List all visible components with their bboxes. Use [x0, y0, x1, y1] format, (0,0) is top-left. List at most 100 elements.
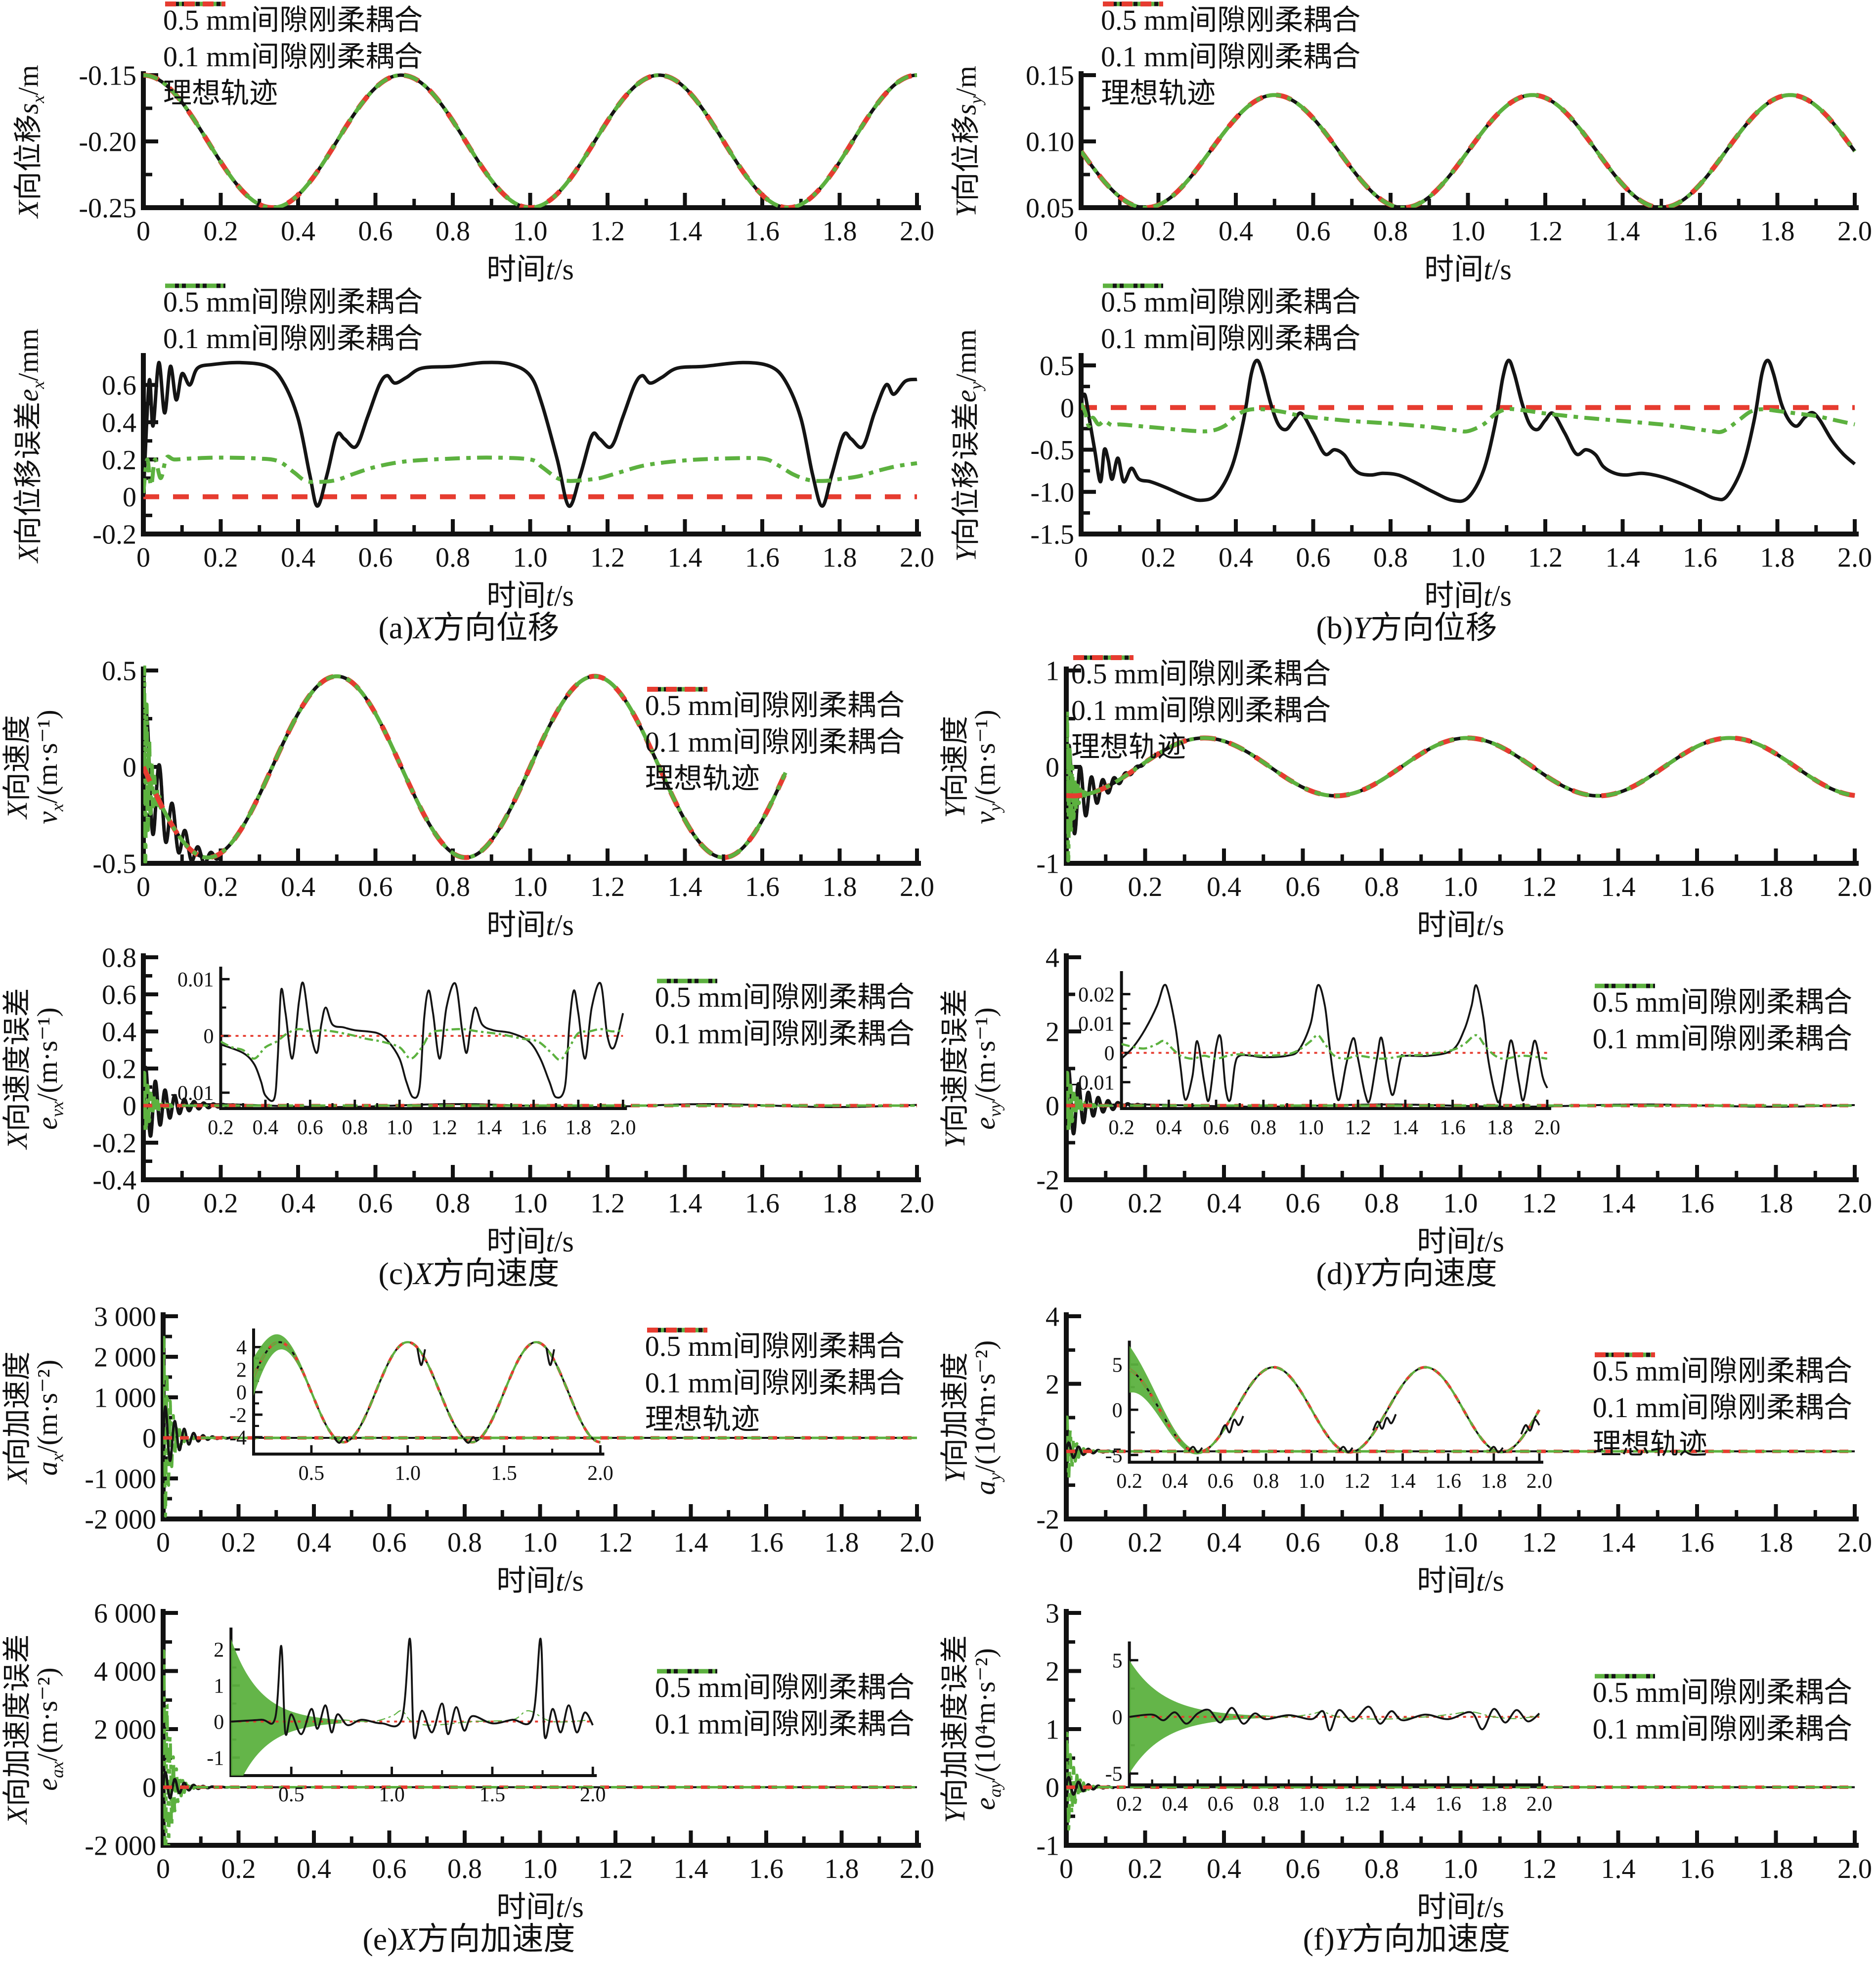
x-tick-label: 0.4 [281, 872, 315, 902]
chart-c1: 0 0.2 0.4 0.6 0.8 1.0 1.2 1.4 1.6 1.8 2.0 0.5 0 -0.5 X… [0, 651, 934, 941]
x-tick-label: 1.4 [1390, 1793, 1416, 1816]
y-axis-var: X [0, 1466, 33, 1484]
series-line-s01 [1066, 709, 1088, 863]
legend-label: 0.1 mm间隙刚柔耦合 [1592, 1023, 1852, 1055]
x-tick-label: 1.2 [1345, 1116, 1371, 1139]
panel-group-b: 0 0.2 0.4 0.6 0.8 1.0 1.2 1.4 1.6 1.8 2.0 0.15 0.10 0… [938, 0, 1876, 651]
x-tick-label: 0.4 [297, 1854, 331, 1884]
x-tick-label: 0 [136, 216, 150, 247]
x-axis-text: 时间 [486, 909, 546, 941]
y-axis-subscript: ay [985, 1781, 1005, 1798]
legend-d2: 0.5 mm间隙刚柔耦合 0.1 mm间隙刚柔耦合 [1593, 982, 1852, 1055]
y-tick-label: -1 000 [85, 1464, 156, 1495]
x-tick-label: 1.6 [749, 1527, 784, 1558]
panel-group-e: 0 0.2 0.4 0.6 0.8 1.0 1.2 1.4 1.6 1.8 2.0 3 000 2 00… [0, 1296, 938, 1962]
x-axis-label: 时间t/s [1424, 572, 1512, 615]
y-axis-label: X向速度误差 evx/(m·s⁻¹) [1, 988, 67, 1149]
y-axis-text: 向位移误差 [950, 402, 982, 546]
chart-a2: 0 0.2 0.4 0.6 0.8 1.0 1.2 1.4 1.6 1.8 2.0 0.6 0.4 0.2… [0, 282, 934, 612]
x-tick-label: 2.0 [1837, 216, 1872, 247]
y-axis-var: X [0, 801, 33, 819]
chart-b2-canvas: 0 0.2 0.4 0.6 0.8 1.0 1.2 1.4 1.6 1.8 2.0 0.5 0 -0.5 -… [1030, 351, 1872, 573]
y-tick-label: 1 [1046, 1715, 1059, 1745]
caption-text: 方向加速度 [1352, 1921, 1511, 1957]
legend-f1: 0.5 mm间隙刚柔耦合 0.1 mm间隙刚柔耦合 理想轨迹 [1593, 1351, 1852, 1460]
chart-a1: 0 0.2 0.4 0.6 0.8 1.0 1.2 1.4 1.6 1.8 2.0 -0.15 -0.2… [0, 0, 934, 286]
x-axis-symbol: t [556, 1564, 564, 1597]
y-tick-label: 0.5 [102, 656, 136, 687]
y-axis-var: X [12, 545, 44, 563]
legend-item: 0.5 mm间隙刚柔耦合 [1593, 1672, 1852, 1708]
y-axis-unit: /(m·s⁻²) [31, 1667, 63, 1762]
y-tick-label: 4 [236, 1337, 247, 1359]
y-axis-text: 向位移 [950, 115, 982, 201]
x-tick-label: 1.8 [1759, 1527, 1793, 1558]
y-tick-label: 0 [123, 1091, 136, 1122]
chart-b1-canvas: 0 0.2 0.4 0.6 0.8 1.0 1.2 1.4 1.6 1.8 2.0 0.15 0.10 0… [1026, 61, 1872, 247]
x-axis-label: 时间t/s [1417, 1557, 1504, 1600]
legend-label: 0.1 mm间隙刚柔耦合 [1101, 322, 1361, 355]
series-line-s01 [161, 674, 787, 860]
y-tick-label: -0.25 [79, 193, 136, 224]
legend-label: 0.1 mm间隙刚柔耦合 [1101, 41, 1361, 73]
x-tick-label: 2.0 [1837, 542, 1872, 573]
legend-item: 0.1 mm间隙刚柔耦合 [1071, 655, 1331, 726]
series-line-s05 [1372, 1414, 1397, 1431]
line-sample-0.1mm [1103, 1, 1163, 6]
x-tick-label: 0.5 [278, 1784, 305, 1806]
caption-axis-var: Y [1334, 1921, 1352, 1957]
caption-text: 方向速度 [1370, 1256, 1497, 1291]
y-tick-label: 0.4 [102, 1017, 136, 1048]
x-tick-label: 1.2 [431, 1116, 457, 1139]
x-tick-label: 0.8 [436, 1188, 470, 1219]
x-tick-label: 0.8 [1364, 1527, 1399, 1558]
x-tick-label: 0 [1074, 216, 1088, 247]
y-axis-var: Y [938, 1132, 971, 1149]
x-axis-text: 时间 [1417, 1891, 1477, 1923]
x-axis-symbol: t [1476, 1891, 1484, 1923]
x-tick-label: 1.0 [1443, 872, 1478, 902]
x-tick-label: 0.2 [1141, 216, 1176, 247]
x-tick-label: 1.4 [674, 1854, 708, 1884]
legend-label: 0.5 mm间隙刚柔耦合 [163, 4, 423, 36]
x-axis-label: 时间t/s [486, 245, 574, 288]
y-tick-label: 0 [1112, 1399, 1123, 1422]
x-tick-label: 1.6 [1680, 872, 1714, 902]
y-axis-text: 向速度 [0, 715, 33, 802]
y-axis-label: Y向速度误差 evy/(m·s⁻¹) [938, 989, 1004, 1149]
x-tick-label: 2.0 [610, 1116, 636, 1139]
x-tick-label: 1.0 [1299, 1470, 1325, 1493]
line-sample-0.1mm [1594, 983, 1655, 988]
legend-f2: 0.5 mm间隙刚柔耦合 0.1 mm间隙刚柔耦合 [1593, 1672, 1852, 1745]
x-axis-unit: /s [1484, 1891, 1504, 1923]
caption-index: (f) [1303, 1921, 1335, 1957]
y-axis-var: Y [938, 1467, 971, 1483]
x-tick-label: 1.0 [1443, 1188, 1478, 1219]
x-tick-label: 2.0 [1837, 1854, 1872, 1884]
x-tick-label: 1.8 [823, 216, 857, 247]
x-axis-unit: /s [554, 909, 574, 941]
legend-label: 0.1 mm间隙刚柔耦合 [645, 726, 905, 758]
y-axis-var: Y [938, 1807, 971, 1824]
x-tick-label: 0.8 [1364, 1188, 1399, 1219]
y-axis-label: Y向加速度误差 eay/(10⁴m·s⁻²) [938, 1635, 1005, 1824]
y-axis-unit: /(m·s⁻¹) [968, 710, 1001, 804]
x-tick-label: 1.2 [590, 216, 625, 247]
x-tick-label: 0 [1059, 1188, 1073, 1219]
x-tick-label: 1.0 [387, 1116, 413, 1139]
x-tick-label: 1.8 [566, 1116, 592, 1139]
legend-label: 0.1 mm间隙刚柔耦合 [645, 1367, 905, 1399]
panel-caption: (a)X方向位移 [0, 608, 938, 651]
series-line-s01 [1081, 402, 1855, 434]
y-axis-unit: /(m·s⁻¹) [31, 710, 63, 804]
x-tick-label: 0 [156, 1854, 170, 1884]
legend-item: 0.1 mm间隙刚柔耦合 [645, 1328, 905, 1399]
y-axis-var: Y [938, 802, 971, 818]
legend-label: 理想轨迹 [645, 762, 760, 795]
line-sample-0.1mm [1103, 283, 1163, 288]
y-tick-label: 4 [1046, 943, 1059, 974]
chart-d1-canvas: 0 0.2 0.4 0.6 0.8 1.0 1.2 1.4 1.6 1.8 2.010-1 [1036, 656, 1872, 902]
x-tick-label: 0.8 [1253, 1470, 1279, 1493]
x-axis-unit: /s [1484, 1225, 1504, 1258]
